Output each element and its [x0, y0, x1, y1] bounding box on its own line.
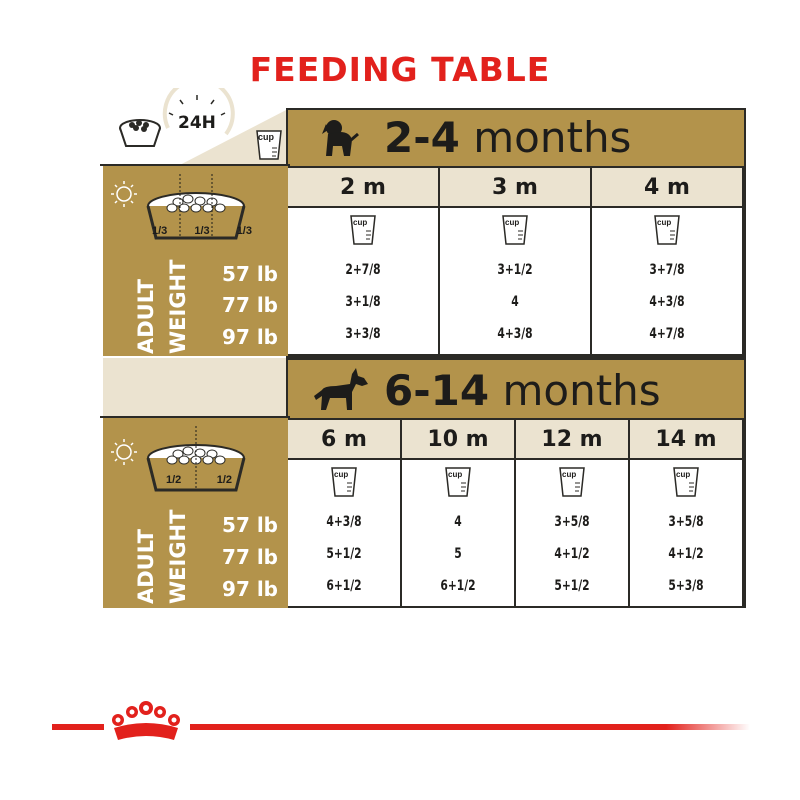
- table-cell: 4+3/8: [326, 514, 362, 530]
- table-cell: 3+5/8: [668, 514, 704, 530]
- halves-labels: 1/2 1/2: [166, 474, 232, 486]
- table-column: cup 3+5/8 4+1/2 5+1/2: [516, 460, 628, 606]
- cup-icon-label: cup: [353, 218, 367, 227]
- weight-97: 97 lb: [222, 577, 278, 601]
- table-cell: 4+3/8: [649, 294, 685, 310]
- puppy-title-unit: months: [459, 113, 632, 162]
- junior-title-unit: months: [489, 366, 661, 415]
- puppy-title-range: 2-4: [384, 113, 460, 162]
- weight-label: WEIGHT: [166, 259, 190, 354]
- divider: [100, 416, 290, 418]
- weight-97: 97 lb: [222, 325, 278, 349]
- dog-icon: [314, 368, 368, 410]
- table-cell: 4+7/8: [649, 326, 685, 342]
- portion-label: 1/2: [166, 474, 182, 486]
- table-cell: 3+7/8: [649, 262, 685, 278]
- table-column: cup 3+1/2 4 4+3/8: [440, 208, 590, 354]
- portion-label: 1/3: [194, 225, 210, 237]
- junior-section-title: 6-14 months: [384, 370, 661, 412]
- junior-title-bar: [288, 360, 744, 418]
- thirds-labels: 1/3 1/3 1/3: [152, 225, 252, 237]
- puppy-title-bar: [288, 110, 744, 166]
- column-header: 12 m: [516, 420, 628, 458]
- column-header: 10 m: [402, 420, 514, 458]
- table-cell: 3+3/8: [345, 326, 381, 342]
- bowl-halves-icon: [111, 426, 268, 492]
- weight-57: 57 lb: [222, 513, 278, 537]
- page-title: FEEDING TABLE: [249, 50, 551, 89]
- weight-77: 77 lb: [222, 545, 278, 569]
- hours-label: 24H: [178, 113, 216, 133]
- table-column: cup 2+7/8 3+1/8 3+3/8: [288, 208, 438, 354]
- cup-icon: cup: [349, 214, 377, 251]
- junior-title-range: 6-14: [384, 366, 490, 415]
- table-cell: 4+1/2: [554, 546, 590, 562]
- cup-icon: cup: [444, 466, 472, 503]
- weight-57: 57 lb: [222, 262, 278, 286]
- cup-icon-label: cup: [448, 470, 462, 479]
- cup-icon: [256, 130, 282, 160]
- portion-label: 1/3: [152, 225, 168, 237]
- portion-label: 1/3: [236, 225, 252, 237]
- table-cell: 2+7/8: [345, 262, 381, 278]
- table-cell: 3+5/8: [554, 514, 590, 530]
- table-cell: 5+3/8: [668, 578, 704, 594]
- footer-line-left: [52, 724, 104, 730]
- table-column: cup 4 5 6+1/2: [402, 460, 514, 606]
- bowl-24h-icon: [119, 88, 235, 147]
- column-header: 3 m: [440, 168, 590, 206]
- footer-line-right: [190, 724, 750, 730]
- table-cell: 5+1/2: [326, 546, 362, 562]
- puppy-section-title: 2-4 months: [384, 117, 631, 159]
- cup-icon-label: cup: [334, 470, 348, 479]
- puppy-icon: [322, 120, 359, 156]
- cup-icon-label: cup: [676, 470, 690, 479]
- adult-label: ADULT: [134, 529, 158, 604]
- table-cell: 4: [511, 294, 519, 310]
- cup-icon-label: cup: [562, 470, 576, 479]
- adult-weight-label: ADULT WEIGHT: [130, 510, 194, 604]
- column-header: 6 m: [288, 420, 400, 458]
- crown-logo-icon: [112, 701, 180, 740]
- spacer-band: [103, 358, 288, 416]
- weight-77: 77 lb: [222, 293, 278, 317]
- table-cell: 5+1/2: [554, 578, 590, 594]
- table-cell: 3+1/2: [497, 262, 533, 278]
- table-column: cup 3+7/8 4+3/8 4+7/8: [592, 208, 742, 354]
- table-cell: 6+1/2: [440, 578, 476, 594]
- cup-icon: cup: [672, 466, 700, 503]
- cup-icon-label: cup: [505, 218, 519, 227]
- bowl-thirds-icon: [111, 174, 268, 240]
- cup-label: cup: [258, 132, 275, 142]
- cup-icon: cup: [330, 466, 358, 503]
- cup-icon: cup: [653, 214, 681, 251]
- weight-label: WEIGHT: [166, 509, 190, 604]
- table-cell: 4+1/2: [668, 546, 704, 562]
- portion-label: 1/2: [216, 474, 232, 486]
- table-column: cup 3+5/8 4+1/2 5+3/8: [630, 460, 742, 606]
- cup-icon: cup: [501, 214, 529, 251]
- column-header: 2 m: [288, 168, 438, 206]
- table-cell: 5: [454, 546, 462, 562]
- table-cell: 6+1/2: [326, 578, 362, 594]
- cup-icon-label: cup: [657, 218, 671, 227]
- divider: [100, 164, 290, 166]
- column-header: 14 m: [630, 420, 742, 458]
- table-cell: 4: [454, 514, 462, 530]
- adult-weight-label: ADULT WEIGHT: [130, 260, 194, 354]
- table-column: cup 4+3/8 5+1/2 6+1/2: [288, 460, 400, 606]
- table-cell: 3+1/8: [345, 294, 381, 310]
- column-header: 4 m: [592, 168, 742, 206]
- table-cell: 4+3/8: [497, 326, 533, 342]
- cup-icon: cup: [558, 466, 586, 503]
- adult-label: ADULT: [134, 279, 158, 354]
